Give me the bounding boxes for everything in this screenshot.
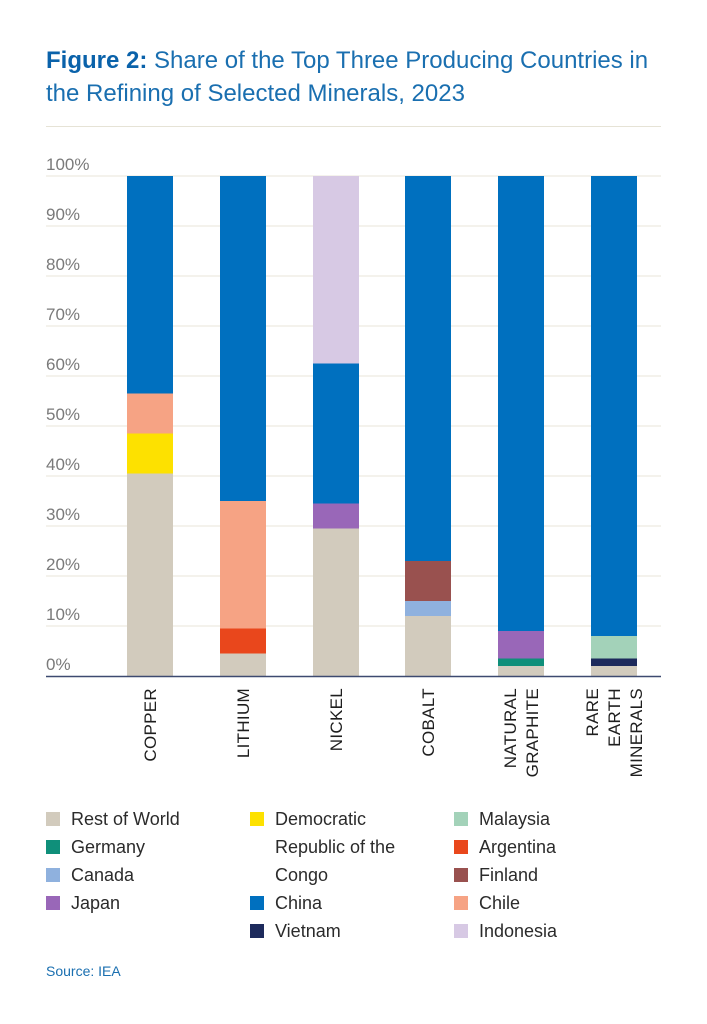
y-tick-label: 40% [46, 455, 80, 474]
legend-swatch [46, 812, 60, 826]
legend-item: Finland [454, 864, 538, 892]
legend-label: Japan [71, 893, 121, 913]
y-tick-label: 60% [46, 355, 80, 374]
y-tick-label: 90% [46, 205, 80, 224]
legend-label: Rest of World [71, 809, 180, 829]
legend-label: Finland [479, 865, 539, 885]
bar-segment-chile [127, 393, 173, 434]
bar-stack-nickel [313, 176, 359, 676]
category-label: COPPER [141, 688, 160, 762]
legend-item: Argentina [454, 836, 556, 864]
bar-segment-rest-of-world [498, 666, 544, 676]
title-text: Share of the Top Three Producing Countri… [46, 47, 649, 107]
y-tick-label: 50% [46, 405, 80, 424]
bar-segment-rest-of-world [313, 528, 359, 676]
bar-segment-china [127, 176, 173, 394]
y-tick-label: 20% [46, 555, 80, 574]
legend-swatch [454, 868, 468, 882]
y-tick-label: 30% [46, 505, 80, 524]
chart-title: Figure 2: Share of the Top Three Produci… [46, 44, 666, 110]
title-divider [46, 126, 661, 127]
bar-segment-indonesia [313, 176, 359, 364]
legend-label: Chile [479, 893, 521, 913]
legend-label: Vietnam [275, 921, 341, 941]
legend-label: China [275, 893, 323, 913]
bar-stack-cobalt [405, 176, 451, 676]
legend-swatch [250, 924, 264, 938]
category-label: LITHIUM [234, 688, 253, 758]
bar-stack-copper [127, 176, 173, 676]
legend-label: Argentina [479, 837, 557, 857]
legend-item: Vietnam [250, 920, 341, 948]
bar-segment-finland [405, 561, 451, 601]
category-label: MINERALS [627, 688, 646, 777]
category-label: COBALT [419, 688, 438, 757]
category-label: NICKEL [327, 688, 346, 751]
legend-swatch [46, 896, 60, 910]
source-note: Source: IEA [46, 963, 121, 979]
y-tick-label: 100% [46, 155, 89, 174]
legend-swatch [250, 812, 264, 826]
legend-label: Canada [71, 865, 135, 885]
category-label: GRAPHITE [523, 688, 542, 777]
legend-item: Rest of World [46, 808, 180, 836]
bar-segment-rest-of-world [405, 616, 451, 676]
bar-segment-rest-of-world [220, 653, 266, 676]
bar-segment-japan [498, 631, 544, 659]
stacked-bar-chart: 0% 10% 20% 30% 40% 50% 60% 70% 80% 90% 100% COPPER… [46, 155, 661, 777]
bar-segment-democratic-republic-of-the-congo [127, 433, 173, 474]
legend-swatch [250, 896, 264, 910]
bar-segment-china [220, 176, 266, 501]
category-label: RARE [583, 688, 602, 736]
bar-stack-lithium [220, 176, 266, 676]
legend-item: Canada [46, 864, 134, 892]
bar-stack-rare-earth-minerals [591, 176, 637, 676]
legend-label: Democratic Republic of the Congo [275, 809, 396, 885]
legend-swatch [46, 840, 60, 854]
bar-segment-china [591, 176, 637, 636]
category-label: NATURAL [501, 688, 520, 768]
bar-segment-germany [498, 658, 544, 666]
bar-stack-natural-graphite [498, 176, 544, 676]
bar-segment-china [313, 363, 359, 504]
legend-item: China [250, 892, 322, 920]
bar-segment-japan [313, 503, 359, 529]
legend-swatch [454, 896, 468, 910]
bar-segment-chile [220, 501, 266, 629]
bar-segment-argentina [220, 628, 266, 654]
y-axis-ticks: 0% 10% 20% 30% 40% 50% 60% 70% 80% 90% 100% [46, 155, 89, 674]
legend-label: Malaysia [479, 809, 551, 829]
legend-swatch [454, 924, 468, 938]
legend-item: Democratic Republic of the Congo [250, 808, 420, 892]
bar-segment-rest-of-world [591, 666, 637, 676]
bars [127, 176, 637, 676]
category-label: EARTH [605, 688, 624, 747]
y-tick-label: 70% [46, 305, 80, 324]
figure-label: Figure 2: [46, 47, 148, 74]
legend-swatch [454, 812, 468, 826]
y-tick-label: 0% [46, 655, 71, 674]
legend: Rest of World Germany Canada Japan Democrati… [46, 808, 666, 948]
bar-segment-vietnam [591, 658, 637, 666]
bar-segment-rest-of-world [127, 473, 173, 676]
legend-item: Chile [454, 892, 520, 920]
legend-label: Indonesia [479, 921, 558, 941]
category-labels: COPPER LITHIUM NICKEL COBALT NATURAL GRAPHITE… [141, 688, 646, 777]
bar-segment-china [498, 176, 544, 631]
y-tick-label: 80% [46, 255, 80, 274]
bar-segment-china [405, 176, 451, 561]
y-tick-label: 10% [46, 605, 80, 624]
legend-swatch [454, 840, 468, 854]
legend-swatch [46, 868, 60, 882]
legend-item: Malaysia [454, 808, 550, 836]
legend-item: Germany [46, 836, 145, 864]
bar-segment-malaysia [591, 636, 637, 659]
legend-item: Indonesia [454, 920, 557, 948]
bar-segment-canada [405, 601, 451, 616]
legend-label: Germany [71, 837, 146, 857]
legend-item: Japan [46, 892, 120, 920]
